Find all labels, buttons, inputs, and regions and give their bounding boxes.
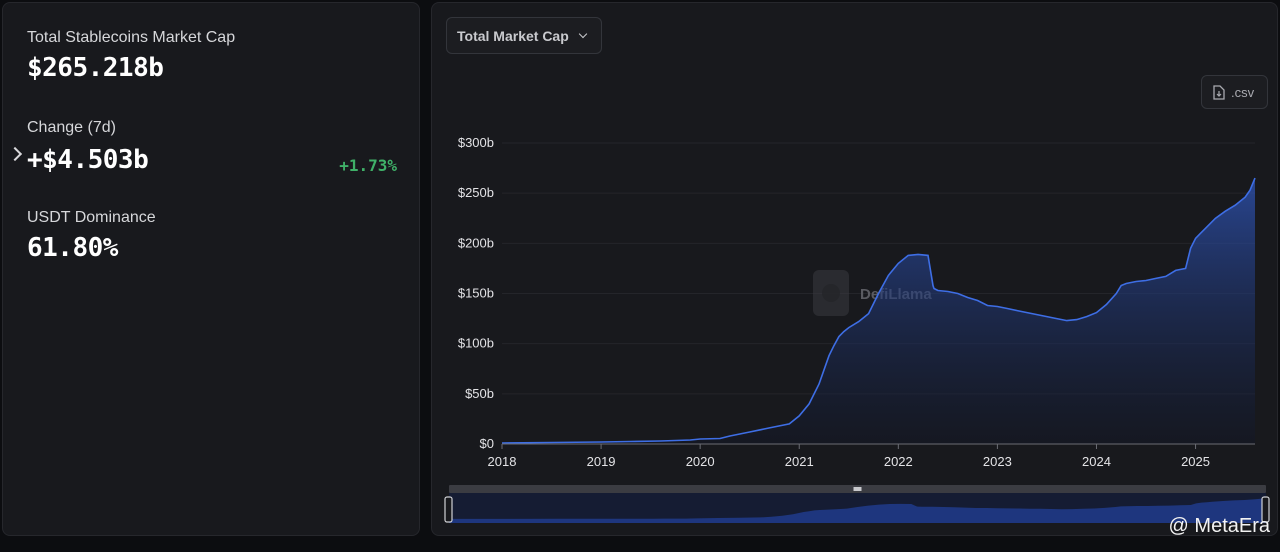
brush-handle-left[interactable] (444, 496, 453, 523)
y-tick-label: $250b (458, 185, 494, 200)
x-tick-label: 2018 (488, 454, 517, 469)
x-tick-label: 2024 (1082, 454, 1111, 469)
brush-mini-area (449, 497, 1266, 523)
x-tick-label: 2020 (686, 454, 715, 469)
stats-panel: Total Stablecoins Market Cap $265.218b C… (2, 2, 420, 536)
market-cap-line (501, 177, 1256, 444)
x-tick-label: 2022 (884, 454, 913, 469)
y-tick-label: $200b (458, 235, 494, 250)
metric-select[interactable]: Total Market Cap (446, 17, 602, 54)
csv-label: .csv (1231, 85, 1255, 100)
total-market-cap-label: Total Stablecoins Market Cap (27, 29, 236, 46)
chart-panel: Total Market Cap .csv DefiLlama $0$50b$1… (431, 2, 1278, 536)
metric-select-label: Total Market Cap (457, 28, 569, 44)
usdt-dominance-value: 61.80% (27, 233, 118, 263)
y-tick-label: $300b (458, 135, 494, 150)
brush-grip-icon (853, 487, 862, 491)
x-tick-label: 2021 (785, 454, 814, 469)
change-7d-percent: +1.73% (339, 156, 397, 175)
market-cap-area (502, 178, 1255, 444)
x-tick-label: 2025 (1181, 454, 1210, 469)
file-download-icon (1213, 85, 1225, 100)
brush-handle-right[interactable] (1261, 496, 1270, 523)
y-tick-label: $150b (458, 286, 494, 301)
x-tick-label: 2023 (983, 454, 1012, 469)
metaera-brand: @ MetaEra (1169, 515, 1270, 538)
x-tick-label: 2019 (587, 454, 616, 469)
change-7d-label: Change (7d) (27, 119, 116, 136)
market-cap-chart[interactable]: DefiLlama $0$50b$100b$150b$200b$250b$300… (432, 3, 1279, 537)
change-7d-value: +$4.503b (27, 145, 149, 175)
brand-text: @ MetaEra (1168, 515, 1270, 537)
y-tick-label: $0 (480, 436, 494, 451)
range-brush[interactable] (444, 485, 1270, 523)
total-market-cap-value: $265.218b (27, 53, 164, 83)
download-csv-button[interactable]: .csv (1201, 75, 1268, 109)
y-tick-label: $50b (465, 386, 494, 401)
expand-chevron-icon[interactable] (7, 146, 23, 162)
usdt-dominance-label: USDT Dominance (27, 209, 156, 226)
y-tick-label: $100b (458, 336, 494, 351)
